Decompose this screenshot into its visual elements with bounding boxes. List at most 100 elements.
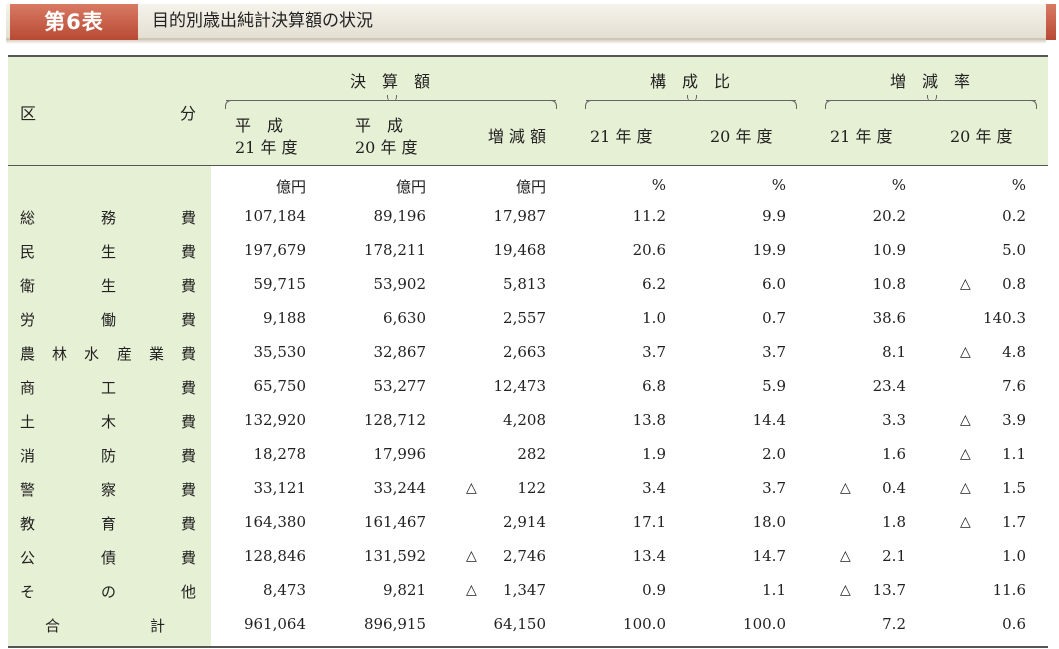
table-cell: 3.7: [762, 343, 786, 361]
negative-marker: △: [466, 480, 477, 496]
subheader-kosei-20: 20 年 度: [710, 127, 773, 146]
row-name-char: 工: [101, 379, 117, 397]
row-name-char: 費: [181, 447, 197, 465]
row-name-char: 生: [101, 277, 117, 295]
table-cell: 0.8: [1002, 275, 1026, 293]
table-cell: 35,530: [253, 343, 307, 361]
table-cell: 9.9: [762, 207, 786, 225]
table-title-bar: 第6表 目的別歳出純計決算額の状況: [0, 0, 1059, 44]
table-cell: 20.2: [872, 207, 906, 225]
table-cell: 1,347: [503, 581, 546, 599]
row-name-char: 費: [181, 413, 197, 431]
negative-marker: △: [960, 514, 971, 530]
row-name-char: 他: [181, 583, 197, 601]
row-name-char: 費: [181, 277, 197, 295]
row-name-char: 費: [181, 379, 197, 397]
table-cell: 131,592: [363, 547, 426, 565]
negative-marker: △: [840, 480, 851, 496]
table-cell: 1.1: [1002, 445, 1026, 463]
brace-kessan: [225, 95, 557, 109]
category-header-right: 分: [180, 104, 197, 123]
row-name-char: 教: [20, 515, 36, 533]
row-name-char: 費: [181, 243, 197, 261]
table-cell: 3.7: [762, 479, 786, 497]
unit-label: 億円: [275, 178, 306, 196]
table-cell: 14.7: [752, 547, 786, 565]
total-value: 896,915: [363, 615, 426, 633]
row-name-char: 業: [149, 345, 165, 363]
table-cell: 2,914: [503, 513, 546, 531]
table-cell: 38.6: [872, 309, 906, 327]
table-cell: 197,679: [243, 241, 306, 259]
subheader-zogen-gaku: 増 減 額: [487, 127, 546, 146]
brace-zogen: [825, 95, 1037, 109]
table-cell: 9,188: [263, 309, 306, 327]
table-cell: 140.3: [983, 309, 1026, 327]
category-column-shading: [8, 166, 211, 647]
brace-kosei: [585, 95, 797, 109]
row-name-char: 費: [181, 311, 197, 329]
table-bottom-rule: [8, 646, 1048, 648]
brace-tip: [687, 95, 697, 101]
group-header-zogen: 増 減 率: [889, 72, 970, 91]
table-cell: 5,813: [503, 275, 546, 293]
row-name-char: 育: [101, 515, 117, 533]
negative-marker: △: [960, 480, 971, 496]
title-bar-accent: [1046, 4, 1056, 40]
group-header-kessan: 決 算 額: [349, 72, 430, 91]
header-bottom-rule: [8, 165, 1048, 166]
negative-marker: △: [840, 582, 851, 598]
table-cell: 2,663: [503, 343, 546, 361]
table-cell: 164,380: [243, 513, 306, 531]
row-name-char: 衛: [20, 277, 36, 295]
row-name-char: 費: [181, 549, 197, 567]
total-value: 961,064: [243, 615, 306, 633]
row-name-char: 水: [84, 345, 100, 363]
row-name-char: 債: [101, 549, 117, 567]
row-name-char: 生: [101, 243, 117, 261]
table-cell: 59,715: [253, 275, 307, 293]
group-header-kosei: 構 成 比: [649, 72, 730, 91]
table-cell: 8,473: [263, 581, 306, 599]
table-cell: 17,987: [493, 207, 547, 225]
row-name-char: 費: [181, 515, 197, 533]
row-name-char: 労: [20, 311, 36, 329]
subheader-h21-line1: 平 成: [235, 116, 284, 135]
table-cell: 0.7: [762, 309, 786, 327]
table-cell: 11.2: [632, 207, 666, 225]
table-cell: 1.6: [882, 445, 906, 463]
subheader-h21-line2: 21 年 度: [235, 138, 298, 157]
row-name-char: 木: [101, 413, 117, 431]
table-cell: 8.1: [882, 343, 906, 361]
negative-marker: △: [840, 548, 851, 564]
table-cell: 2.1: [882, 547, 906, 565]
table-cell: 3.7: [642, 343, 666, 361]
table-cell: 9,821: [383, 581, 426, 599]
total-value: 64,150: [493, 615, 547, 633]
table-cell: 132,920: [243, 411, 306, 429]
header-shading: [8, 56, 1048, 166]
table-cell: 5.9: [762, 377, 786, 395]
unit-label: %: [771, 176, 786, 194]
row-name-char: そ: [20, 583, 36, 601]
table-cell: 1.5: [1002, 479, 1026, 497]
table-cell: 20.6: [632, 241, 666, 259]
row-name-char: 防: [101, 447, 117, 465]
category-header-left: 区: [20, 104, 37, 123]
table-cell: 17.1: [632, 513, 666, 531]
unit-label: 億円: [395, 178, 426, 196]
row-name-char: 費: [181, 345, 197, 363]
row-name-char: 公: [20, 549, 36, 567]
row-name-char: 農: [20, 345, 36, 363]
negative-marker: △: [960, 344, 971, 360]
table-cell: 13.4: [632, 547, 666, 565]
row-name-char: 警: [20, 481, 36, 499]
table-cell: 1.0: [642, 309, 666, 327]
subheader-h20-line1: 平 成: [355, 116, 404, 135]
negative-marker: △: [960, 446, 971, 462]
table-cell: 89,196: [373, 207, 427, 225]
subheader-h20-line2: 20 年 度: [355, 138, 418, 157]
table-cell: 1.0: [1002, 547, 1026, 565]
table-cell: 6.8: [642, 377, 666, 395]
subheader-zogen-21: 21 年 度: [830, 127, 893, 146]
